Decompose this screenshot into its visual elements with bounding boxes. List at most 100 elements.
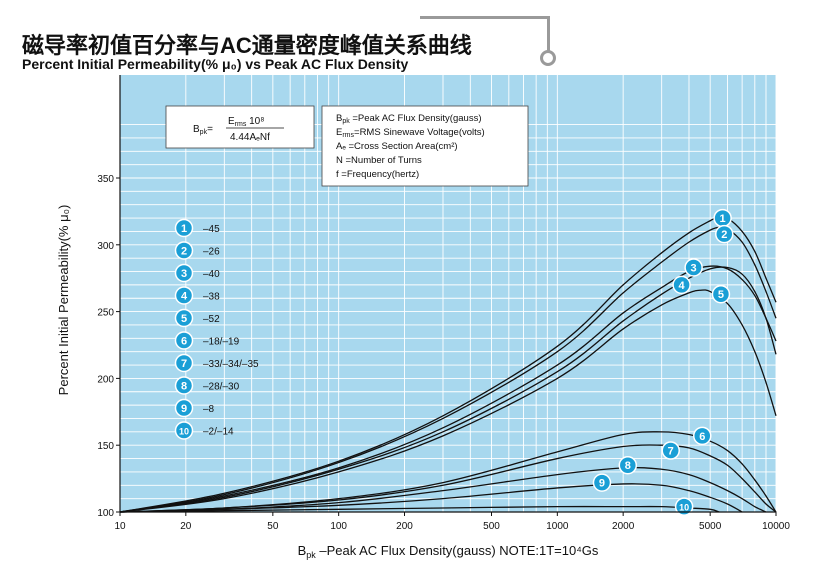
curve-badge-9: 9: [592, 473, 612, 492]
series-line-8: [119, 466, 767, 513]
definition-row: f =Frequency(hertz): [336, 169, 419, 180]
y-tick-label: 150: [97, 441, 114, 452]
definition-row: N =Number of Turns: [336, 155, 422, 166]
x-axis-label: Bpk –Peak AC Flux Density(gauss) NOTE:1T…: [298, 543, 599, 560]
legend-label-4: –38: [203, 292, 220, 303]
chart-title-english: Percent Initial Permeability(% μ₀) vs Pe…: [22, 56, 409, 72]
svg-text:Erms 10⁸: Erms 10⁸: [228, 116, 264, 128]
legend-label-3: –40: [203, 269, 220, 280]
x-tick-label: 5000: [699, 521, 722, 532]
axes: [119, 75, 776, 513]
svg-text:4: 4: [679, 280, 686, 292]
formula-numerator: E: [228, 116, 235, 127]
formula-eq: =: [207, 124, 213, 135]
curve-badge-7: 7: [661, 441, 680, 460]
y-axis-label: Percent Initial Permeability(% μ₀): [56, 205, 71, 396]
svg-text:Bpk=: Bpk=: [193, 124, 213, 136]
x-tick-label: 200: [396, 521, 413, 532]
legend-badge-1: 1: [174, 218, 194, 238]
legend-badge-5: 5: [174, 308, 194, 328]
x-tick-label: 500: [483, 521, 500, 532]
y-tick-label: 300: [97, 241, 114, 252]
y-tick-label: 350: [97, 174, 114, 185]
legend-label-8: –28/–30: [203, 382, 240, 393]
title-decoration-top: [420, 16, 550, 19]
x-tick-label: 1000: [546, 521, 569, 532]
series-line-1: [119, 215, 777, 513]
title-decoration-ring-icon: [540, 50, 556, 66]
x-axis-label-sub: pk: [306, 550, 316, 560]
series-line-3: [119, 265, 777, 513]
curve-badges: 1 2 34 5 6 7 8 9 10: [592, 208, 734, 516]
svg-text:10: 10: [179, 427, 189, 437]
series-line-5: [119, 289, 777, 513]
legend-badge-7: 7: [174, 353, 194, 373]
svg-text:6: 6: [699, 431, 705, 443]
svg-text:4: 4: [181, 291, 188, 303]
curve-badge-8: 8: [618, 455, 638, 475]
svg-text:3: 3: [691, 263, 697, 275]
series-line-9: [119, 483, 743, 513]
legend-badge-8: 8: [174, 376, 194, 395]
y-tick-label: 100: [97, 508, 114, 519]
curves: [119, 215, 777, 513]
series-line-7: [119, 444, 777, 513]
svg-text:7: 7: [668, 446, 674, 458]
legend-label-1: –45: [203, 224, 220, 235]
y-tick-label: 250: [97, 308, 114, 319]
x-tick-label: 50: [267, 521, 279, 532]
curve-badge-4: 4: [672, 275, 691, 295]
legend-badge-6: 6: [174, 331, 194, 350]
x-tick-label: 10: [114, 521, 126, 532]
svg-text:3: 3: [181, 268, 187, 280]
series-line-4: [119, 266, 777, 513]
svg-text:6: 6: [181, 336, 187, 348]
svg-text:1: 1: [720, 213, 726, 225]
svg-text:7: 7: [181, 358, 187, 370]
legend-label-6: –18/–19: [203, 337, 240, 348]
svg-text:9: 9: [599, 478, 605, 490]
x-tick-label: 100: [330, 521, 347, 532]
legend-badge-4: 4: [174, 286, 194, 305]
x-tick-label: 2000: [612, 521, 635, 532]
definition-row: Erms=RMS Sinewave Voltage(volts): [336, 127, 485, 139]
svg-text:8: 8: [625, 460, 631, 472]
svg-text:2: 2: [721, 229, 727, 241]
series-legend: 1 –45 2 –26 3 –40 4 –38 5 –52 6 –18/–19 7 –33/–34/–35…: [174, 218, 259, 440]
curve-badge-10: 10: [674, 497, 694, 516]
legend-label-5: –52: [203, 314, 220, 325]
definitions-box: Bpk =Peak AC Flux Density(gauss) Erms=RMS…: [321, 105, 529, 187]
legend-badge-10: 10: [174, 421, 194, 440]
series-line-2: [119, 226, 777, 513]
legend-label-9: –8: [203, 404, 215, 415]
x-axis-label-main: B: [298, 543, 307, 558]
svg-text:9: 9: [181, 403, 187, 415]
formula-numerator-tail: 10⁸: [246, 116, 264, 127]
x-ticks: 10 20 50 100 200 500 1000 2000 5000 10000: [114, 512, 790, 532]
legend-badge-9: 9: [174, 398, 194, 418]
y-tick-label: 200: [97, 374, 114, 385]
series-line-6: [119, 431, 777, 513]
svg-text:5: 5: [181, 313, 187, 325]
curve-badge-5: 5: [711, 284, 731, 304]
formula-denominator: 4.44AₑNf: [230, 132, 270, 143]
formula-box: Bpk= Erms 10⁸ 4.44AₑNf: [165, 105, 315, 149]
legend-badge-3: 3: [174, 263, 194, 283]
curve-badge-2: 2: [715, 224, 734, 244]
curve-badge-3: 3: [684, 258, 703, 277]
curve-badge-1: 1: [713, 208, 732, 228]
legend-badge-2: 2: [174, 241, 194, 260]
svg-text:5: 5: [718, 289, 724, 301]
chart-title-chinese: 磁导率初值百分率与AC通量密度峰值关系曲线: [22, 33, 472, 58]
series-line-10: [119, 505, 720, 513]
legend-label-10: –2/–14: [203, 427, 234, 438]
y-ticks: 100 150 200 250 300 350: [97, 174, 120, 519]
svg-text:1: 1: [181, 223, 187, 235]
definition-row: Aₑ =Cross Section Area(cm²): [336, 141, 458, 152]
svg-text:2: 2: [181, 246, 187, 258]
curve-badge-6: 6: [693, 426, 712, 446]
formula-numerator-sub: rms: [235, 121, 247, 128]
svg-text:8: 8: [181, 381, 187, 393]
